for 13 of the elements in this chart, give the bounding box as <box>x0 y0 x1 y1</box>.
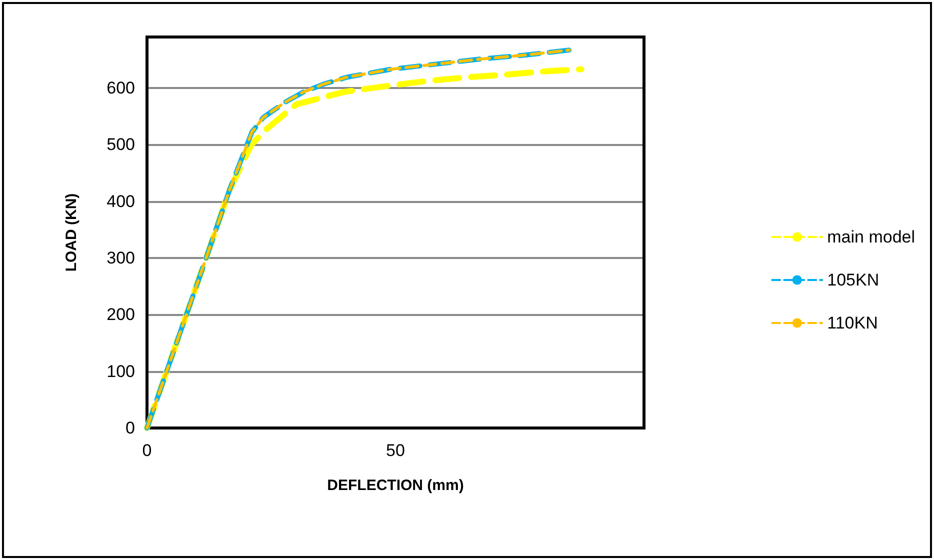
y-tick-label: 300 <box>106 248 135 268</box>
y-tick-label: 500 <box>106 135 135 154</box>
y-tick-label: 100 <box>106 362 135 381</box>
legend-label: 110KN <box>827 314 878 332</box>
x-axis-title: DEFLECTION (mm) <box>327 477 464 494</box>
y-tick-label: 0 <box>126 418 135 438</box>
x-tick-label: 50 <box>386 441 405 460</box>
y-axis-title: LOAD (KN) <box>63 193 80 272</box>
legend-label: main model <box>827 228 916 246</box>
y-tick-label: 400 <box>106 192 135 211</box>
legend-label: 105KN <box>827 270 880 290</box>
y-tick-label: 200 <box>106 305 135 324</box>
y-tick-label: 600 <box>106 78 135 98</box>
